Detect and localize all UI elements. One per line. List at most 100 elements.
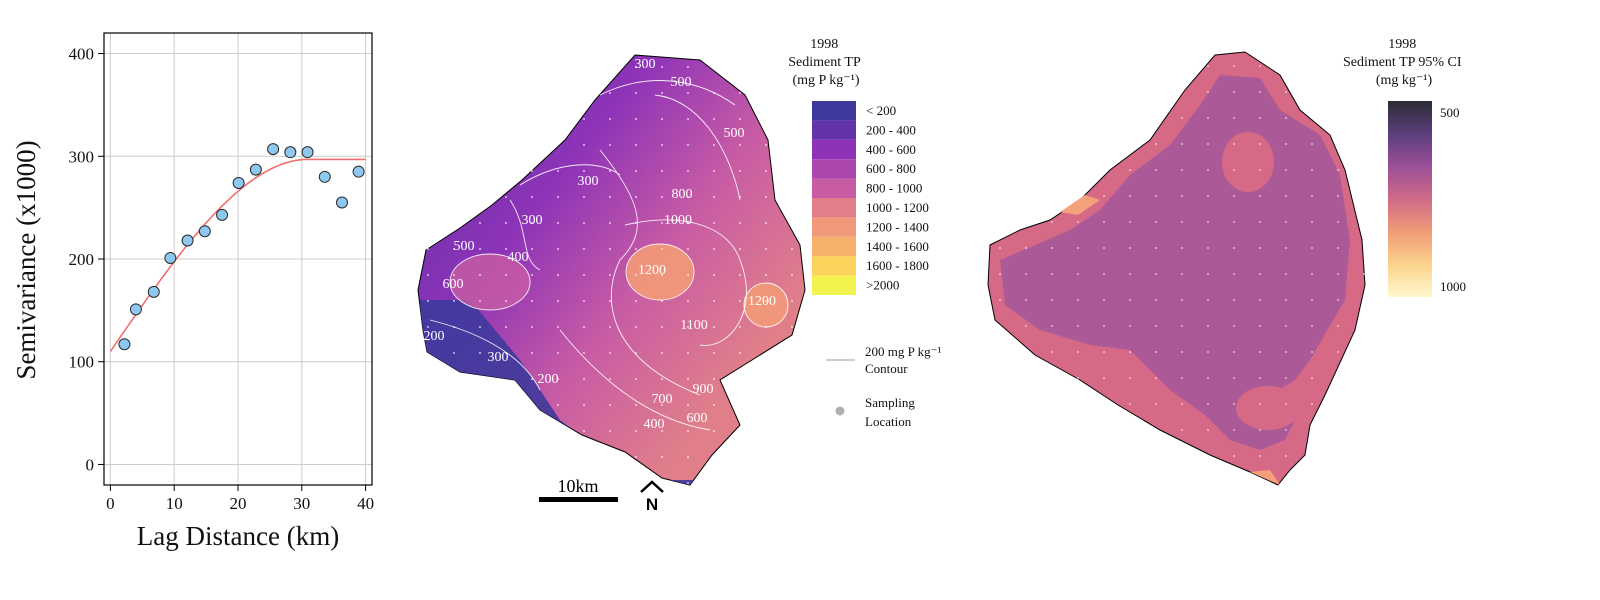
sampling-location	[999, 273, 1001, 275]
tp-legend-label: 1000 - 1200	[866, 200, 929, 215]
sampling-location	[687, 222, 689, 224]
sampling-location	[739, 144, 741, 146]
sampling-location	[739, 118, 741, 120]
sampling-location	[1103, 351, 1105, 353]
sampling-location	[531, 326, 533, 328]
contour-label: 900	[693, 382, 714, 397]
sampling-location	[1155, 299, 1157, 301]
sampling-location	[1285, 195, 1287, 197]
sampling-location	[557, 326, 559, 328]
sampling-location	[1077, 377, 1079, 379]
ci-legend-title-line: Sediment TP 95% CI	[1343, 55, 1462, 70]
sampling-location	[1207, 143, 1209, 145]
sampling-location	[1207, 65, 1209, 67]
sampling-location	[531, 170, 533, 172]
sampling-location	[505, 326, 507, 328]
sampling-legend-line-text: Location	[865, 414, 912, 429]
sampling-location	[583, 352, 585, 354]
sampling-location	[1259, 195, 1261, 197]
sampling-location	[609, 326, 611, 328]
sampling-location	[687, 248, 689, 250]
sampling-location	[1233, 247, 1235, 249]
sampling-location	[1025, 325, 1027, 327]
tp-contour-labels: 300 500 500 300 800 300 1000 500 400 120…	[424, 57, 777, 432]
sampling-location	[1233, 377, 1235, 379]
sampling-location	[609, 404, 611, 406]
sampling-location	[1051, 221, 1053, 223]
sampling-location	[505, 300, 507, 302]
sampling-location	[505, 352, 507, 354]
sampling-location	[531, 352, 533, 354]
contour-label: 600	[687, 411, 708, 426]
tp-legend: 1998 Sediment TP (mg P kg⁻¹) < 200 200 - …	[788, 37, 941, 429]
ci-legend-title-line: (mg kg⁻¹)	[1376, 73, 1433, 88]
sampling-location	[635, 248, 637, 250]
sampling-location	[713, 170, 715, 172]
contour-label: 300	[635, 57, 656, 72]
sampling-location	[687, 274, 689, 276]
sampling-location	[739, 170, 741, 172]
sampling-location	[1181, 195, 1183, 197]
tp-zone-east-high	[744, 283, 788, 327]
sampling-location	[687, 456, 689, 458]
sampling-location	[1311, 325, 1313, 327]
sampling-location	[1155, 403, 1157, 405]
sampling-location	[1103, 195, 1105, 197]
sampling-location	[583, 300, 585, 302]
tp-legend-label: >2000	[866, 278, 899, 293]
sampling-location	[1181, 169, 1183, 171]
sampling-location	[1259, 65, 1261, 67]
sampling-location	[1155, 143, 1157, 145]
tp-legend-swatch	[812, 217, 856, 237]
sampling-location	[1233, 325, 1235, 327]
sampling-location	[791, 326, 793, 328]
sampling-location	[1181, 143, 1183, 145]
sampling-location	[583, 170, 585, 172]
sampling-location	[1155, 325, 1157, 327]
sampling-location	[1285, 429, 1287, 431]
tp-legend-swatch	[812, 198, 856, 218]
sampling-location	[791, 300, 793, 302]
contour-label: 500	[724, 126, 745, 141]
sampling-location	[661, 300, 663, 302]
contour-label: 600	[443, 277, 464, 292]
sampling-location	[687, 352, 689, 354]
sampling-location	[1129, 273, 1131, 275]
sampling-location	[583, 430, 585, 432]
sampling-location	[687, 326, 689, 328]
sampling-location	[1233, 221, 1235, 223]
sampling-location	[1051, 351, 1053, 353]
sampling-location	[609, 196, 611, 198]
sampling-location	[1311, 299, 1313, 301]
sampling-location	[1259, 403, 1261, 405]
sampling-location	[713, 92, 715, 94]
sampling-location	[609, 144, 611, 146]
sampling-location	[1181, 351, 1183, 353]
sampling-location	[1311, 143, 1313, 145]
contour-line	[599, 149, 701, 396]
sampling-location	[687, 300, 689, 302]
semivariance-point	[147, 285, 160, 298]
sampling-location	[557, 378, 559, 380]
sampling-location	[687, 66, 689, 68]
semivariance-point	[318, 170, 331, 183]
sampling-location	[1363, 273, 1365, 275]
sampling-location	[635, 300, 637, 302]
semivariogram-grid	[104, 33, 372, 485]
sampling-location	[1311, 377, 1313, 379]
sampling-location	[1311, 247, 1313, 249]
scale-bar	[539, 497, 618, 502]
tp-legend-items: < 200 200 - 400 400 - 600 600 - 800 800 - 10…	[812, 101, 929, 295]
sampling-location	[661, 456, 663, 458]
sampling-location	[583, 196, 585, 198]
sampling-location	[661, 118, 663, 120]
sampling-location	[1025, 247, 1027, 249]
sampling-location	[713, 404, 715, 406]
sampling-location	[1181, 221, 1183, 223]
sampling-location	[1337, 169, 1339, 171]
sampling-location	[505, 274, 507, 276]
sampling-legend-marker	[835, 406, 845, 416]
contour-line	[429, 319, 541, 391]
sampling-location	[739, 222, 741, 224]
sampling-location	[453, 274, 455, 276]
